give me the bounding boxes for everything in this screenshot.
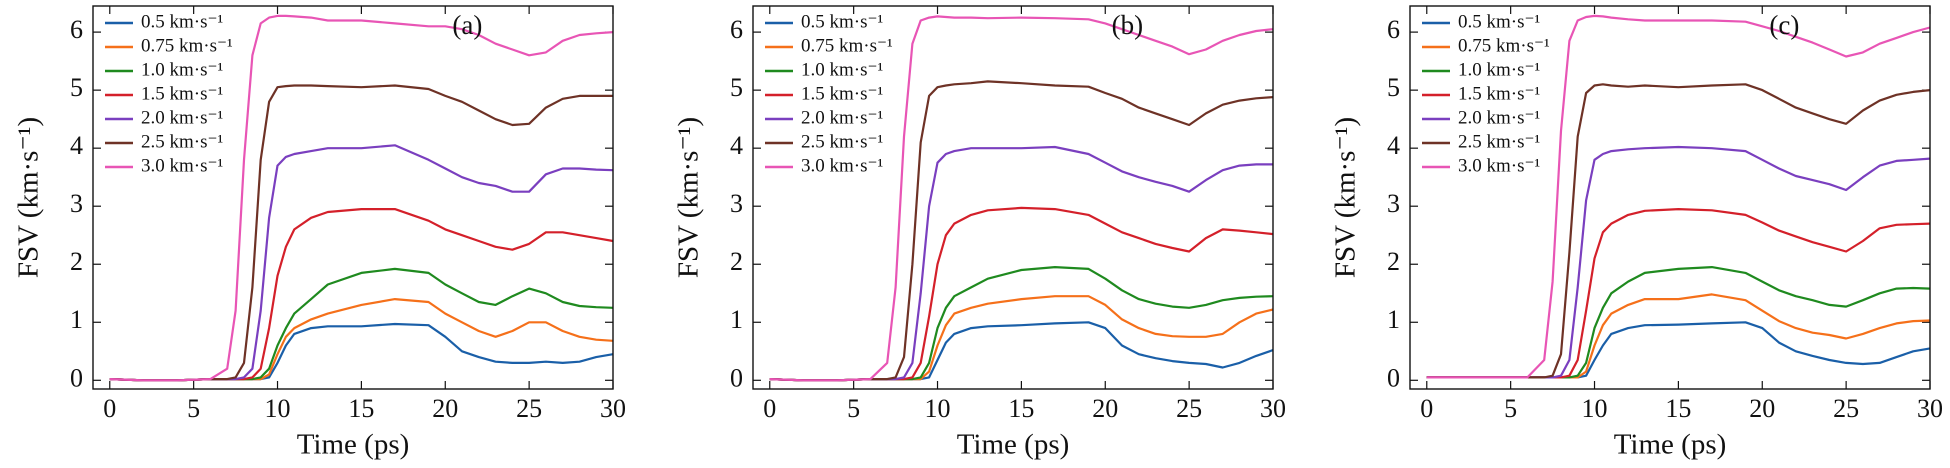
y-tick-label: 6 <box>70 15 83 44</box>
y-tick-label: 1 <box>70 305 83 334</box>
y-tick-label: 0 <box>730 363 743 392</box>
y-tick-label: 3 <box>70 189 83 218</box>
legend-label: 1.0 km·s⁻¹ <box>141 59 224 80</box>
x-tick-label: 5 <box>187 394 200 423</box>
y-axis-label: FSV (km·s⁻¹) <box>673 117 705 278</box>
x-tick-label: 5 <box>847 394 860 423</box>
legend-label: 0.75 km·s⁻¹ <box>141 35 233 56</box>
legend-label: 2.5 km·s⁻¹ <box>801 131 884 152</box>
x-tick-label: 25 <box>1176 394 1202 423</box>
y-tick-label: 0 <box>70 363 83 392</box>
x-axis-label: Time (ps) <box>1614 429 1727 461</box>
y-axis-label: FSV (km·s⁻¹) <box>1330 117 1362 278</box>
legend-label: 3.0 km·s⁻¹ <box>141 155 224 176</box>
series-line <box>109 267 614 382</box>
series-line <box>1426 145 1931 379</box>
legend-label: 1.0 km·s⁻¹ <box>1458 59 1541 80</box>
series-line <box>1426 83 1931 379</box>
x-tick-label: 25 <box>1833 394 1859 423</box>
series-line <box>1426 321 1931 379</box>
x-tick-label: 20 <box>432 394 458 423</box>
x-tick-label: 0 <box>763 394 776 423</box>
legend-label: 0.75 km·s⁻¹ <box>1458 35 1550 56</box>
x-tick-label: 0 <box>103 394 116 423</box>
x-tick-label: 0 <box>1420 394 1433 423</box>
series-line <box>769 80 1274 382</box>
series-line <box>1426 208 1931 379</box>
series-line <box>109 14 614 382</box>
legend-label: 1.5 km·s⁻¹ <box>141 83 224 104</box>
x-tick-label: 5 <box>1504 394 1517 423</box>
x-axis-label: Time (ps) <box>297 429 410 461</box>
series-line <box>769 321 1274 382</box>
x-tick-label: 30 <box>1917 394 1943 423</box>
series-line <box>109 208 614 382</box>
y-tick-label: 4 <box>70 131 83 160</box>
y-tick-label: 6 <box>1387 15 1400 44</box>
legend-label: 2.0 km·s⁻¹ <box>141 107 224 128</box>
series-line <box>1426 293 1931 379</box>
panel: 0 5 10 15 20 25 30 0 1 2 3 4 5 6 0.5 km·s⁻¹ 0.75 km·s⁻¹… <box>1330 5 1943 461</box>
x-tick-label: 25 <box>516 394 542 423</box>
legend-label: 2.5 km·s⁻¹ <box>1458 131 1541 152</box>
legend-label: 0.75 km·s⁻¹ <box>801 35 893 56</box>
legend-label: 0.5 km·s⁻¹ <box>141 11 224 32</box>
y-tick-label: 2 <box>1387 247 1400 276</box>
legend-label: 2.5 km·s⁻¹ <box>141 131 224 152</box>
x-tick-label: 15 <box>348 394 374 423</box>
y-tick-label: 1 <box>1387 305 1400 334</box>
legend-label: 2.0 km·s⁻¹ <box>1458 107 1541 128</box>
y-axis-label: FSV (km·s⁻¹) <box>13 117 45 278</box>
panel-label: (b) <box>1112 10 1143 40</box>
panel: 0 5 10 15 20 25 30 0 1 2 3 4 5 6 0.5 km·s⁻¹ 0.75 km·s⁻¹… <box>13 5 626 461</box>
y-tick-label: 2 <box>730 247 743 276</box>
y-tick-label: 5 <box>70 73 83 102</box>
y-tick-label: 0 <box>1387 363 1400 392</box>
y-tick-label: 2 <box>70 247 83 276</box>
plot-frame <box>1409 5 1931 390</box>
x-tick-label: 30 <box>1260 394 1286 423</box>
series-line <box>769 206 1274 382</box>
series-line <box>109 144 614 382</box>
y-tick-label: 1 <box>730 305 743 334</box>
series-line <box>769 145 1273 382</box>
y-tick-label: 3 <box>1387 189 1400 218</box>
legend-label: 3.0 km·s⁻¹ <box>1458 155 1541 176</box>
plot-frame <box>752 5 1274 390</box>
x-tick-label: 10 <box>265 394 291 423</box>
series-line <box>109 84 613 382</box>
x-tick-label: 10 <box>1582 394 1608 423</box>
legend-label: 0.5 km·s⁻¹ <box>801 11 884 32</box>
series-line <box>1426 266 1931 379</box>
y-tick-label: 6 <box>730 15 743 44</box>
panel: 0 5 10 15 20 25 30 0 1 2 3 4 5 6 0.5 km·s⁻¹ 0.75 km·s⁻¹… <box>673 5 1286 461</box>
y-tick-label: 4 <box>1387 131 1400 160</box>
x-tick-label: 20 <box>1092 394 1118 423</box>
panel-label: (c) <box>1769 10 1799 40</box>
y-tick-label: 5 <box>730 73 743 102</box>
x-tick-label: 15 <box>1008 394 1034 423</box>
x-tick-label: 15 <box>1665 394 1691 423</box>
legend-label: 1.5 km·s⁻¹ <box>801 83 884 104</box>
series-line <box>1426 14 1931 379</box>
legend-label: 3.0 km·s⁻¹ <box>801 155 884 176</box>
y-tick-label: 4 <box>730 131 743 160</box>
series-line <box>109 322 614 382</box>
x-tick-label: 30 <box>600 394 626 423</box>
x-axis-label: Time (ps) <box>957 429 1070 461</box>
x-tick-label: 10 <box>925 394 951 423</box>
series-line <box>769 15 1274 382</box>
legend-label: 1.0 km·s⁻¹ <box>801 59 884 80</box>
y-tick-label: 3 <box>730 189 743 218</box>
series-line <box>769 295 1274 382</box>
legend-label: 0.5 km·s⁻¹ <box>1458 11 1541 32</box>
y-tick-label: 5 <box>1387 73 1400 102</box>
legend-label: 1.5 km·s⁻¹ <box>1458 83 1541 104</box>
x-tick-label: 20 <box>1749 394 1775 423</box>
panel-label: (a) <box>452 10 482 40</box>
plot-frame <box>92 5 614 390</box>
legend-label: 2.0 km·s⁻¹ <box>801 107 884 128</box>
series-line <box>109 298 614 382</box>
